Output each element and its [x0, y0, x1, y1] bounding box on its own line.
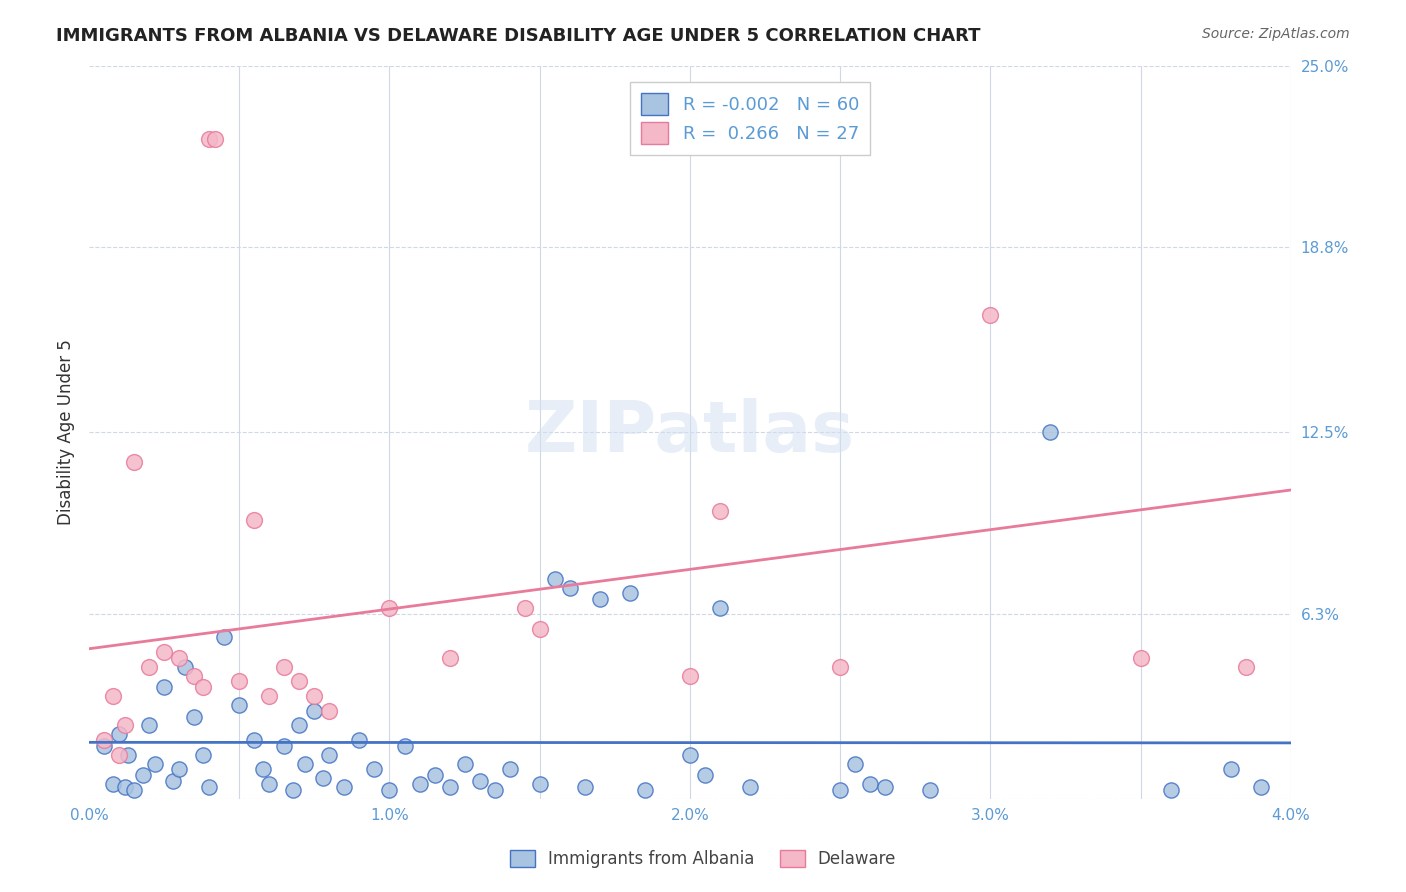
Point	[294, 756, 316, 771]
Point	[273, 660, 295, 674]
Point	[243, 513, 266, 527]
Legend: Immigrants from Albania, Delaware: Immigrants from Albania, Delaware	[503, 843, 903, 875]
Point	[101, 777, 124, 791]
Point	[318, 747, 340, 762]
Point	[108, 747, 131, 762]
Point	[920, 783, 942, 797]
Point	[273, 739, 295, 753]
Point	[193, 747, 215, 762]
Point	[101, 689, 124, 703]
Point	[544, 572, 567, 586]
Point	[453, 756, 475, 771]
Point	[122, 454, 145, 468]
Point	[738, 780, 761, 794]
Point	[318, 704, 340, 718]
Point	[288, 674, 311, 689]
Text: IMMIGRANTS FROM ALBANIA VS DELAWARE DISABILITY AGE UNDER 5 CORRELATION CHART: IMMIGRANTS FROM ALBANIA VS DELAWARE DISA…	[56, 27, 981, 45]
Point	[844, 756, 866, 771]
Point	[709, 601, 731, 615]
Point	[198, 132, 221, 146]
Point	[304, 689, 326, 703]
Point	[93, 739, 115, 753]
Point	[212, 631, 235, 645]
Point	[423, 768, 446, 782]
Point	[394, 739, 416, 753]
Point	[693, 768, 716, 782]
Point	[304, 704, 326, 718]
Point	[679, 668, 702, 682]
Point	[259, 777, 281, 791]
Point	[349, 733, 371, 747]
Point	[108, 727, 131, 741]
Point	[162, 774, 184, 789]
Point	[122, 783, 145, 797]
Point	[167, 763, 190, 777]
Point	[1219, 763, 1241, 777]
Text: Source: ZipAtlas.com: Source: ZipAtlas.com	[1202, 27, 1350, 41]
Point	[529, 777, 551, 791]
Point	[114, 780, 136, 794]
Point	[228, 698, 250, 712]
Point	[198, 780, 221, 794]
Point	[132, 768, 155, 782]
Point	[378, 601, 401, 615]
Point	[259, 689, 281, 703]
Point	[138, 718, 160, 732]
Point	[153, 681, 176, 695]
Point	[498, 763, 520, 777]
Point	[378, 783, 401, 797]
Point	[513, 601, 536, 615]
Point	[283, 783, 305, 797]
Point	[204, 132, 226, 146]
Point	[1039, 425, 1062, 440]
Point	[1129, 651, 1152, 665]
Point	[830, 660, 852, 674]
Point	[138, 660, 160, 674]
Point	[114, 718, 136, 732]
Point	[1160, 783, 1182, 797]
Point	[979, 308, 1001, 322]
Text: ZIPatlas: ZIPatlas	[524, 398, 855, 467]
Point	[252, 763, 274, 777]
Point	[468, 774, 491, 789]
Point	[1250, 780, 1272, 794]
Point	[709, 504, 731, 518]
Point	[408, 777, 430, 791]
Point	[679, 747, 702, 762]
Point	[143, 756, 166, 771]
Point	[439, 651, 461, 665]
Point	[439, 780, 461, 794]
Point	[619, 586, 641, 600]
Point	[93, 733, 115, 747]
Point	[183, 668, 205, 682]
Point	[312, 771, 335, 785]
Y-axis label: Disability Age Under 5: Disability Age Under 5	[58, 339, 75, 525]
Point	[153, 645, 176, 659]
Point	[875, 780, 897, 794]
Point	[634, 783, 657, 797]
Point	[859, 777, 882, 791]
Point	[363, 763, 385, 777]
Point	[589, 592, 612, 607]
Point	[484, 783, 506, 797]
Point	[174, 660, 197, 674]
Point	[830, 783, 852, 797]
Point	[193, 681, 215, 695]
Point	[117, 747, 139, 762]
Point	[574, 780, 596, 794]
Point	[288, 718, 311, 732]
Point	[529, 622, 551, 636]
Point	[228, 674, 250, 689]
Point	[333, 780, 356, 794]
Legend: R = -0.002   N = 60, R =  0.266   N = 27: R = -0.002 N = 60, R = 0.266 N = 27	[630, 82, 870, 155]
Point	[1234, 660, 1257, 674]
Point	[243, 733, 266, 747]
Point	[183, 709, 205, 723]
Point	[558, 581, 581, 595]
Point	[167, 651, 190, 665]
